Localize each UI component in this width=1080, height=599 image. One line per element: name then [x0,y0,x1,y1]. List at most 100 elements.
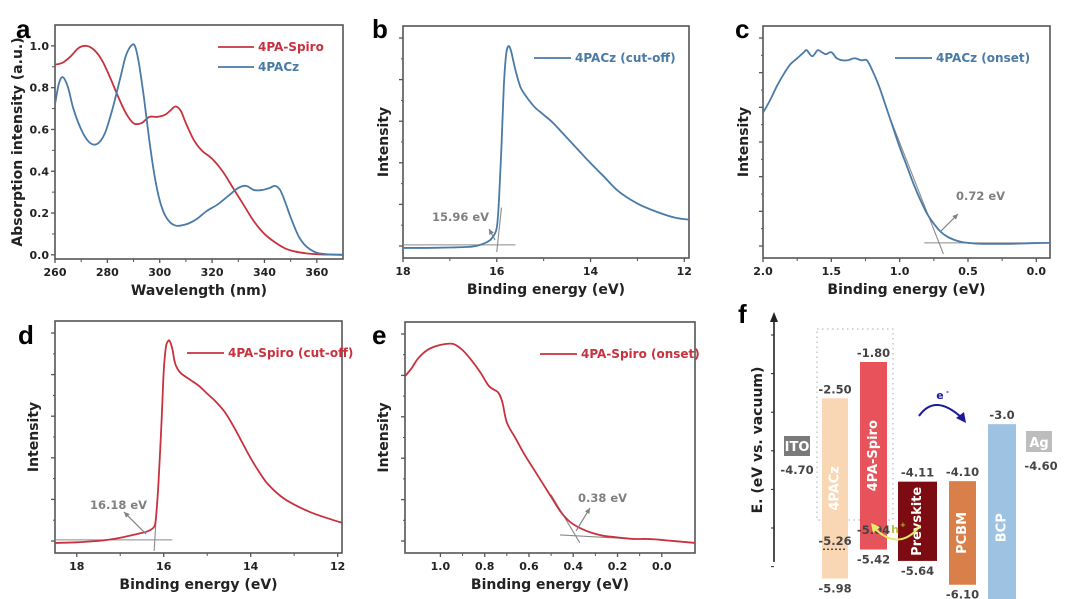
y-tick-label: 0.2 [30,207,50,220]
x-tick-label: 300 [148,266,171,279]
level-value-top: -4.10 [946,465,979,479]
legend-label: 4PA-Spiro (cut-off) [228,346,353,360]
panel-d: d 18 16 14 12 Binding energy (eV) Intensity 4PA… [18,320,353,593]
series-line-4pa-spiro-cut-off- [55,339,342,544]
bar-label: Prevskite [910,487,925,556]
arrow-head [584,508,590,514]
x-tick-label: 18 [395,265,410,278]
level-bar-4pacz [822,398,848,579]
x-tick-label: 14 [243,560,259,573]
y-tick-label: 1.0 [30,40,50,53]
electron-label: e [936,389,943,402]
panel-letter: d [18,320,34,350]
x-tick-label: 0.6 [519,560,539,573]
x-axis-title: Wavelength (nm) [131,283,267,299]
y-tick-label: 0.6 [30,123,50,136]
x-tick-label: 1.5 [822,265,842,278]
legend-label: 4PA-Spiro [258,40,324,54]
level-bar-bcp [988,424,1016,599]
y-axis-title: Intensity [736,107,752,177]
x-axis-title: Binding energy (eV) [827,282,985,298]
panel-letter: e [372,320,386,350]
y-axis-title: E. (eV vs. vacuum) [750,367,766,514]
fit-line [888,114,944,255]
level-value-bottom: -5.64 [901,564,934,578]
x-axis-title: Binding energy (eV) [467,282,625,298]
legend-label: 4PA-Spiro (onset) [581,347,700,361]
annotation-value: 15.96 eV [432,210,489,224]
level-value: -4.60 [1024,459,1057,473]
x-tick-label: 16 [156,560,172,573]
arrow-head [952,214,958,220]
series-line-4pa-spiro [55,44,343,256]
electron-charge: - [946,388,949,396]
level-bar-prevskite [898,481,937,561]
x-tick-label: 0.5 [958,265,978,278]
panel-f: f E. (eV vs. vacuum) ITO -4.70 Ag -4.60 4PACz -… [738,299,1058,599]
level-value-top: -2.50 [818,382,851,396]
bar-label: PCBM [955,512,970,554]
annotation-value: 16.18 eV [90,498,147,512]
x-tick-label: 16 [489,265,505,278]
y-axis-title: Intensity [376,107,392,177]
arrowhead-icon [956,412,966,423]
level-bar-pcbm [949,481,976,585]
bar-label: 4PACz [828,466,843,511]
panel-letter: c [735,14,749,44]
level-bar-4pa-spiro [860,362,887,550]
x-tick-label: 360 [305,266,328,279]
arrowhead-icon [871,523,880,533]
x-tick-label: 0.4 [563,560,583,573]
legend-label: 4PACz [258,60,299,74]
x-axis-title: Binding energy (eV) [471,577,629,593]
annotation-value: 0.38 eV [578,491,627,505]
level-value-bottom: -6.10 [946,588,979,599]
level-value-top: -4.11 [901,466,934,480]
x-tick-label: 14 [583,265,599,278]
y-tick-label: 0.8 [30,82,50,95]
x-tick-label: 320 [201,266,224,279]
panel-c: c 2.0 1.5 1.0 0.5 0.0 Binding energy (eV) Inten… [735,14,1051,298]
level-value-bottom: -5.42 [857,553,890,567]
level-value: -4.70 [780,463,813,477]
fit-line [496,207,503,253]
x-tick-label: 0.0 [652,560,672,573]
level-bar-ito [784,436,810,456]
x-tick-label: 0.2 [608,560,628,573]
htl-group-frame [816,328,894,521]
x-tick-label: 12 [330,560,345,573]
panel-letter: b [372,14,388,44]
level-value-bottom: -5.98 [818,582,851,596]
y-tick-label: 0.4 [30,165,50,178]
y-axis-title: Intensity [376,402,392,472]
bar-label: ITO [785,440,810,455]
x-tick-label: 340 [253,266,276,279]
y-axis-title: Absorption intensity (a.u.) [10,37,26,246]
bar-label: Ag [1029,436,1048,451]
x-tick-label: 12 [677,265,692,278]
series-line-4pacz-cut-off- [403,45,689,249]
plot-frame [54,24,344,260]
hole-transfer-arrow [873,525,921,541]
series-line-4pacz-onset- [763,49,1050,245]
alt-level-value: -5.26 [818,534,851,548]
series-line-4pa-spiro-onset- [405,342,695,544]
arrow-head [124,512,130,518]
x-tick-label: 1.0 [431,560,451,573]
legend-label: 4PACz (cut-off) [575,51,676,65]
y-axis-title: Intensity [26,402,42,472]
hole-charge: + [900,521,906,529]
arrow-head [489,229,494,235]
level-value-top: -3.0 [989,408,1014,422]
level-value-top: -1.80 [857,346,890,360]
series-line-4pacz [55,43,343,256]
x-tick-label: 2.0 [753,265,773,278]
x-tick-label: 0.8 [475,560,495,573]
panel-letter: a [16,14,31,44]
electron-transfer-arrow [918,404,963,419]
x-tick-label: 0.0 [1027,265,1047,278]
x-tick-label: 18 [69,560,84,573]
level-bar-ag [1026,431,1052,452]
panel-letter: f [738,299,747,329]
